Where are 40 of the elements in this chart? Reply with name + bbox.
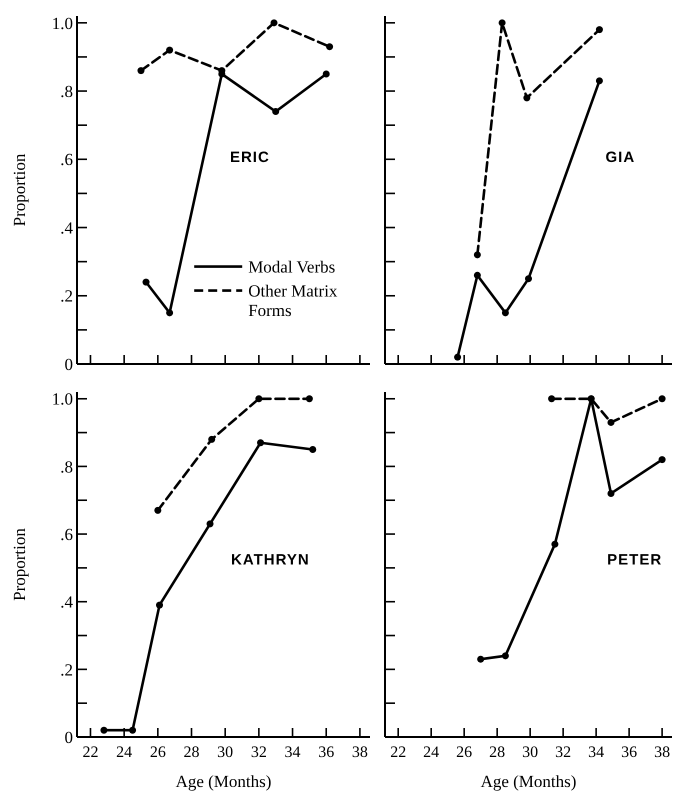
x-tick-label: 22 bbox=[390, 744, 406, 761]
y-tick-label: .2 bbox=[60, 286, 73, 306]
y-tick-label: .4 bbox=[60, 218, 74, 238]
text: GIA bbox=[606, 149, 636, 166]
x-axis-title: Age (Months) bbox=[480, 772, 576, 791]
x-tick-label: 30 bbox=[522, 744, 538, 761]
x-tick-label: 34 bbox=[284, 744, 301, 761]
y-tick-label: .6 bbox=[60, 525, 73, 544]
x-tick-label: 26 bbox=[150, 744, 166, 761]
x-tick-label: 32 bbox=[555, 744, 572, 761]
x-tick-label: 38 bbox=[654, 744, 670, 761]
x-tick-label: 30 bbox=[217, 744, 234, 761]
y-tick-label: .8 bbox=[60, 82, 73, 102]
x-tick-label: 32 bbox=[250, 744, 267, 761]
y-tick-label: 1.0 bbox=[52, 14, 73, 33]
x-tick-label: 36 bbox=[621, 744, 638, 761]
x-tick-label: 34 bbox=[588, 744, 604, 761]
x-tick-label: 24 bbox=[423, 744, 440, 761]
y-tick-label: 0 bbox=[64, 354, 73, 374]
y-axis-title: Proportion bbox=[10, 528, 29, 601]
y-tick-label: 0 bbox=[64, 728, 73, 747]
x-axis-title: Age (Months) bbox=[176, 772, 272, 791]
x-tick-label: 28 bbox=[184, 744, 200, 761]
x-tick-label: 36 bbox=[318, 744, 334, 761]
x-tick-label: 26 bbox=[456, 744, 472, 761]
text: PETER bbox=[607, 552, 662, 568]
text: ERIC bbox=[230, 149, 270, 166]
y-tick-label: .2 bbox=[60, 660, 73, 680]
y-tick-label: .8 bbox=[60, 457, 73, 476]
legend-label: Other Matrix Forms bbox=[248, 282, 338, 320]
y-tick-label: 1.0 bbox=[52, 390, 73, 409]
x-tick-label: 24 bbox=[116, 744, 132, 761]
y-axis-title: Proportion bbox=[10, 153, 29, 226]
y-tick-label: .4 bbox=[60, 592, 74, 612]
legend-label: Modal Verbs bbox=[248, 258, 336, 277]
text: KATHRYN bbox=[231, 552, 310, 568]
x-tick-label: 38 bbox=[352, 744, 368, 761]
x-tick-label: 22 bbox=[82, 744, 98, 761]
y-tick-label: .6 bbox=[60, 150, 73, 170]
x-tick-label: 28 bbox=[489, 744, 506, 761]
